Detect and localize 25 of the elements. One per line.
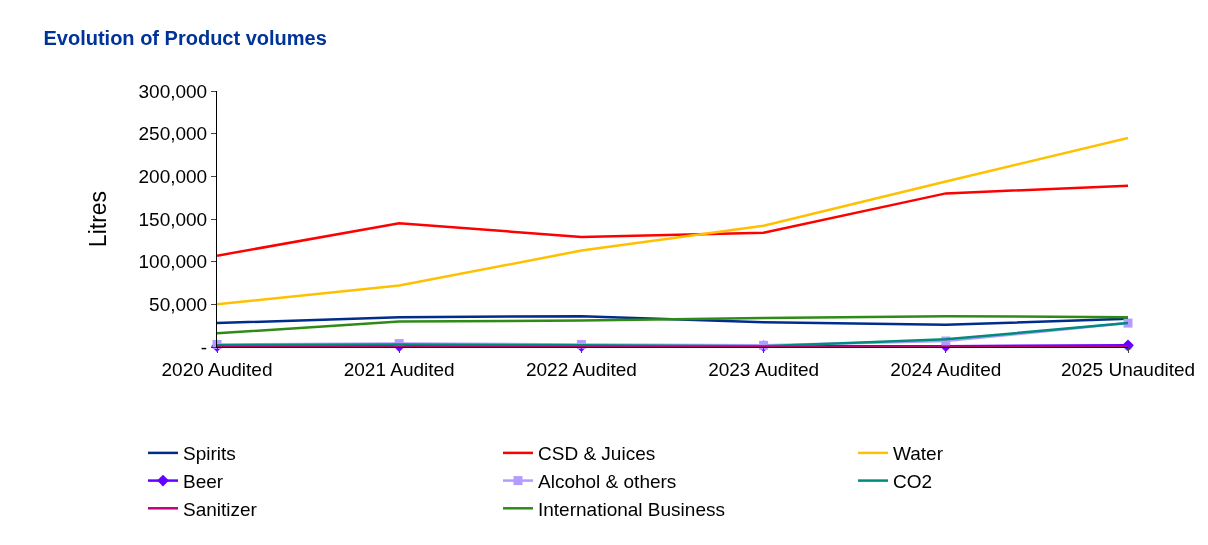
legend-label: CSD & Juices <box>538 443 656 465</box>
line-series <box>217 184 1128 257</box>
legend-label: Alcohol & others <box>538 471 677 492</box>
y-tick-label: 150,000 <box>138 208 208 230</box>
legend-label: International Business <box>538 498 725 520</box>
x-tick-label: 2025 Unaudited <box>1060 358 1196 380</box>
legend-label: Beer <box>183 471 224 492</box>
legend-label: Water <box>893 443 944 465</box>
chart-title: Evolution of Product volumes <box>43 27 327 50</box>
y-tick-label: 300,000 <box>138 80 208 102</box>
x-tick-label: 2021 Audited <box>343 358 455 380</box>
x-tick-label: 2024 Audited <box>890 358 1002 380</box>
x-tick-label: 2020 Audited <box>161 358 273 380</box>
legend-label: CO2 <box>893 471 933 492</box>
x-tick-label: 2023 Audited <box>708 358 820 380</box>
y-axis-title: Litres <box>84 190 111 248</box>
y-tick-label: 250,000 <box>138 123 208 145</box>
y-tick-label: - <box>200 336 208 358</box>
legend-label: Spirits <box>183 443 236 465</box>
y-tick-label: 200,000 <box>138 165 208 187</box>
legend-label: Sanitizer <box>183 498 258 520</box>
y-tick-label: 100,000 <box>138 251 208 273</box>
line-series <box>217 136 1128 306</box>
x-tick-label: 2022 Audited <box>525 358 637 380</box>
y-tick-label: 50,000 <box>149 293 208 315</box>
